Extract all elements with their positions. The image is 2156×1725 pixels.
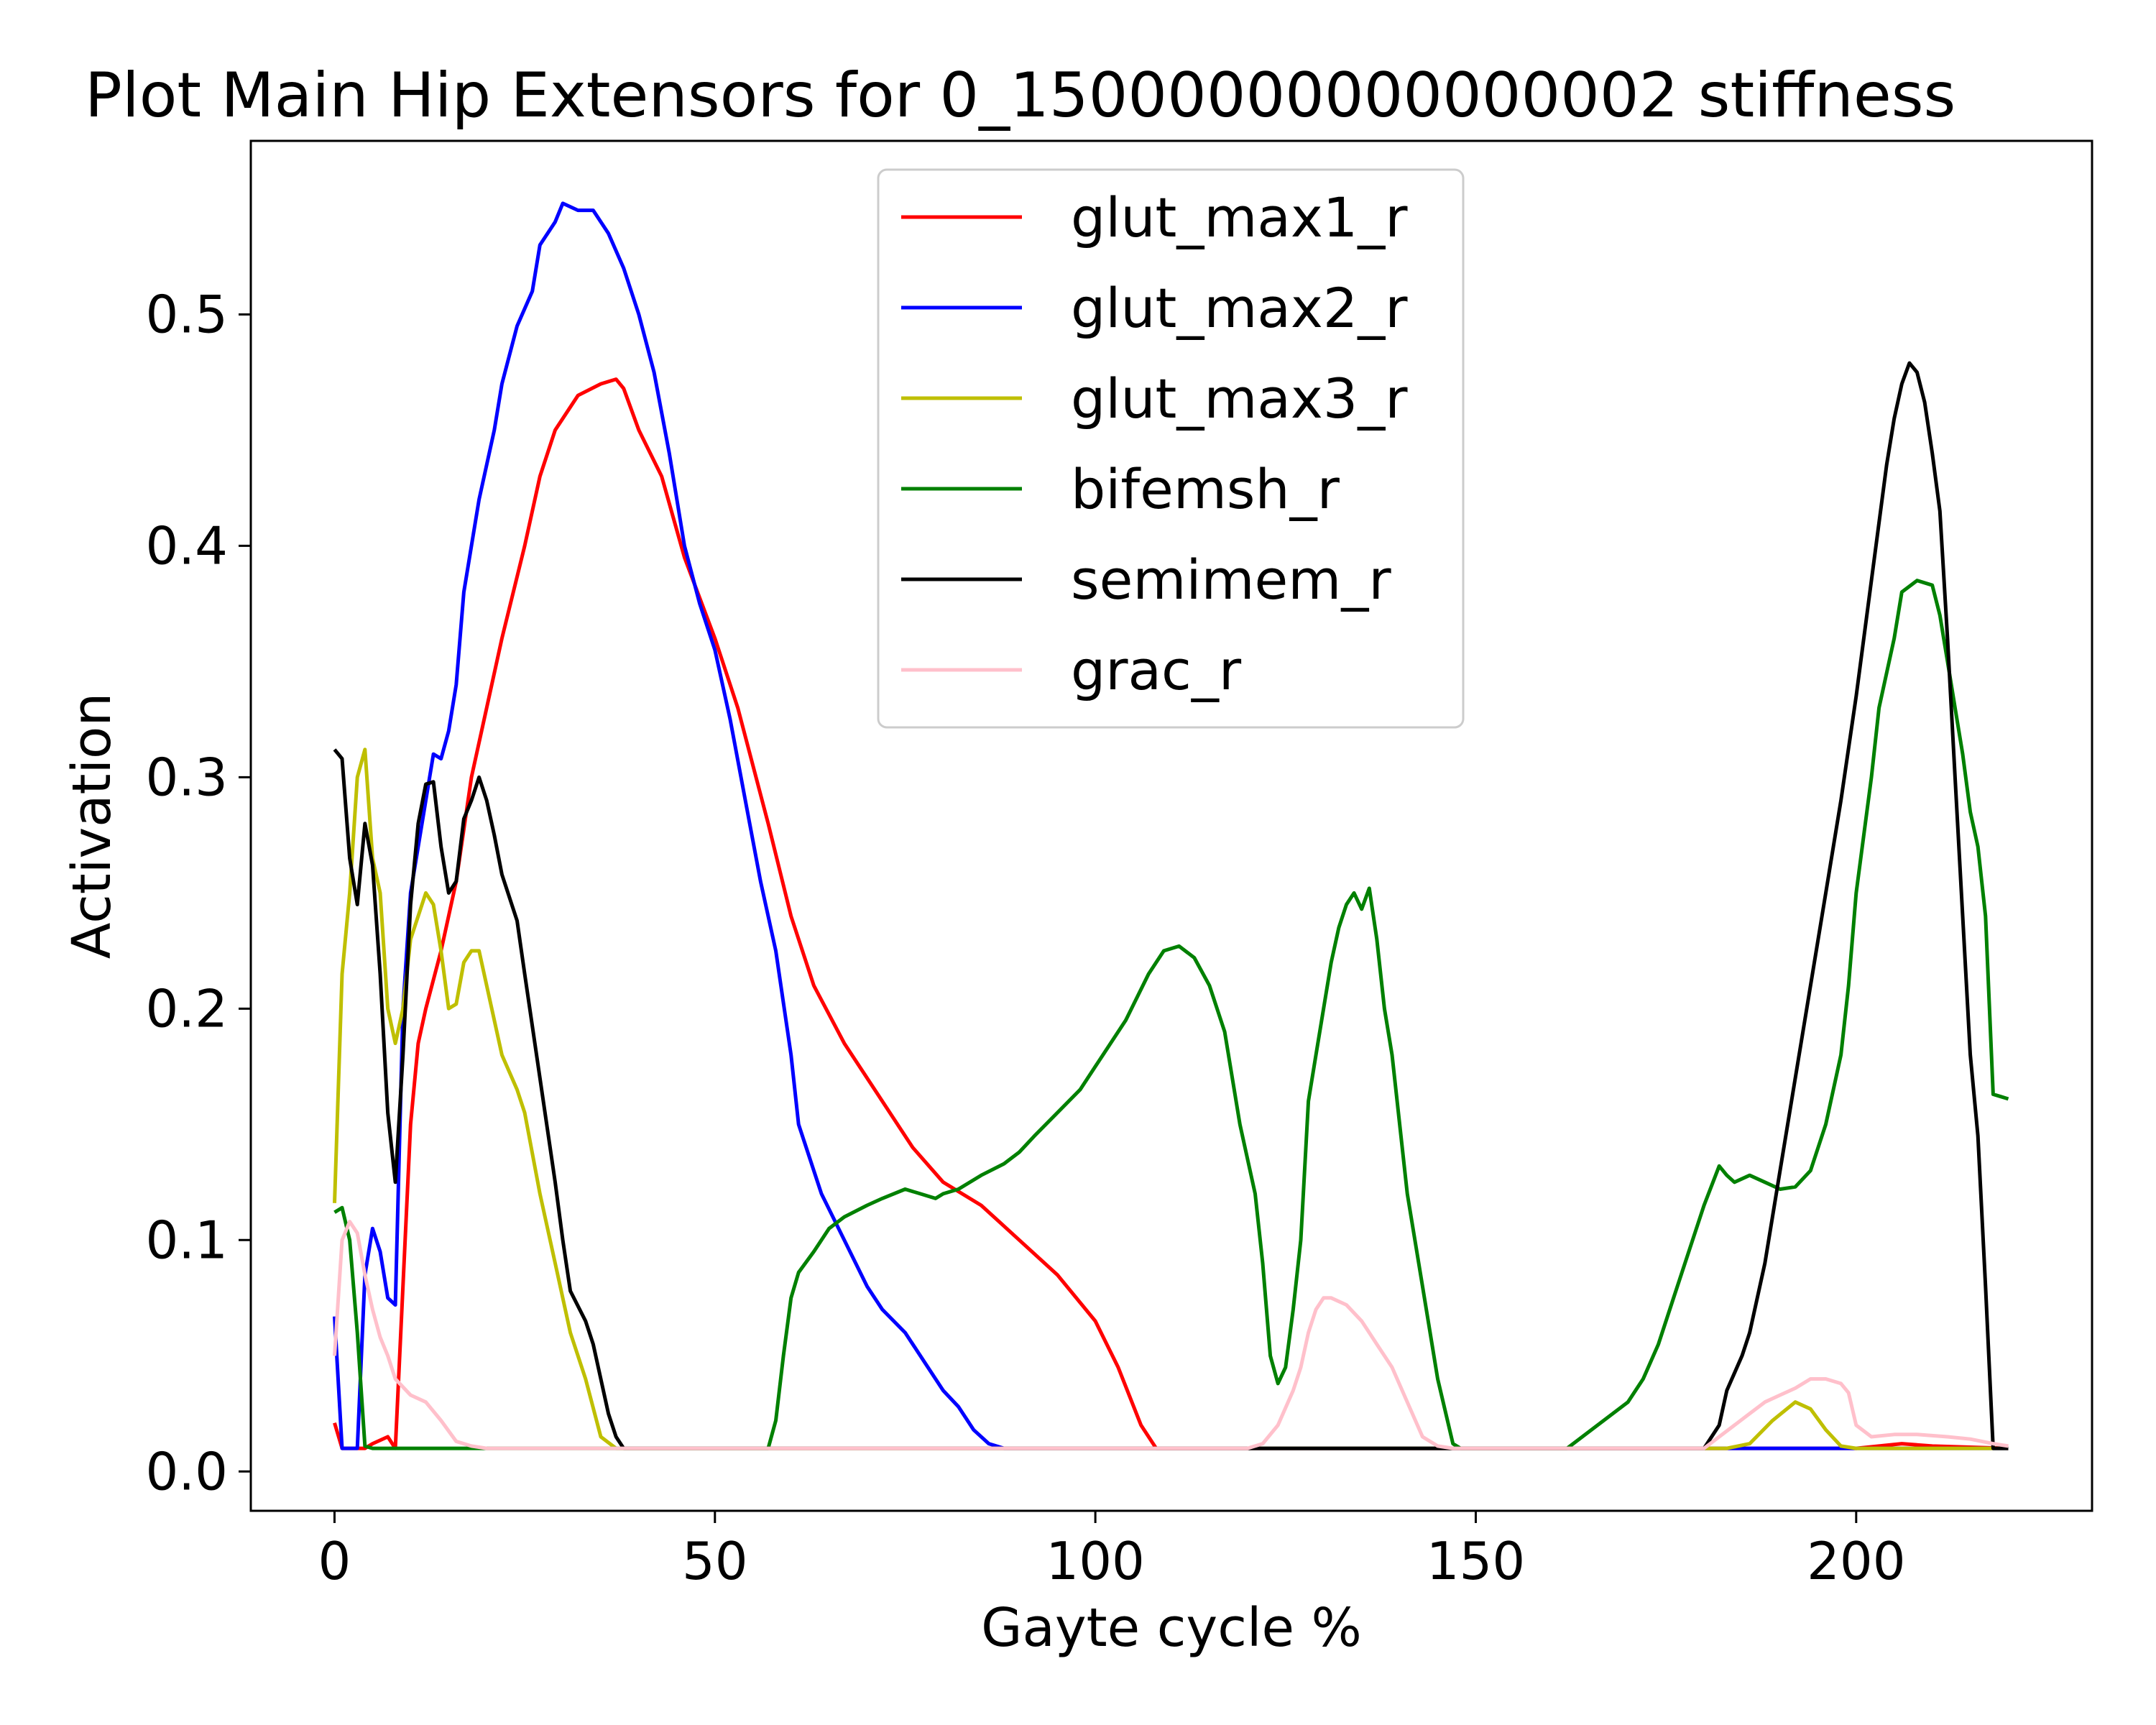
y-tick-label: 0.4 (145, 515, 228, 576)
series-layer (333, 201, 2009, 1450)
legend-label: glut_max1_r (1071, 185, 1408, 249)
legend-label: semimem_r (1071, 548, 1391, 612)
plot-frame (249, 139, 2093, 1512)
x-tick-label: 150 (1427, 1531, 1525, 1591)
legend-label: bifemsh_r (1071, 457, 1340, 521)
y-tick-label: 0.5 (145, 284, 228, 344)
y-tick-label: 0.3 (145, 747, 228, 807)
legend-box (877, 168, 1465, 729)
chart-title: Plot Main Hip Extensors for 0_1500000000… (85, 60, 1955, 132)
legend-label: glut_max2_r (1071, 276, 1408, 340)
series-line-glut-max1-r (333, 377, 2009, 1450)
y-axis-ticks: 0.0 0.1 0.2 0.3 0.4 0.5 (145, 284, 251, 1501)
series-line-grac-r (333, 1220, 2009, 1450)
x-tick-label: 100 (1046, 1531, 1144, 1591)
legend: glut_max1_r glut_max2_r glut_max3_rbifemsh… (877, 168, 1465, 729)
series-line-glut-max3-r (333, 748, 2009, 1450)
y-axis-label: Activation (61, 693, 123, 959)
legend-label: grac_r (1071, 638, 1242, 702)
y-tick-label: 0.1 (145, 1210, 228, 1270)
legend-label: glut_max3_r (1071, 367, 1408, 431)
y-tick-label: 0.0 (145, 1441, 228, 1501)
x-tick-label: 200 (1807, 1531, 1905, 1591)
y-tick-label: 0.2 (145, 978, 228, 1039)
x-tick-label: 0 (318, 1531, 351, 1591)
series-line-bifemsh-r (333, 579, 2009, 1450)
legend-items: glut_max1_r glut_max2_r glut_max3_rbifemsh… (901, 185, 1408, 702)
x-axis-ticks: 0 50 100 150 200 (318, 1511, 1906, 1591)
x-axis-label: Gayte cycle % (981, 1597, 1362, 1659)
x-tick-label: 50 (682, 1531, 748, 1591)
